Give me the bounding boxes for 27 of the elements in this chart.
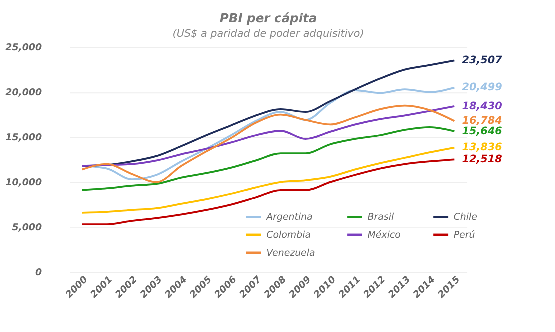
y-tick-label: 0 [35, 268, 42, 279]
data-label: 18,430 [462, 100, 502, 112]
y-tick-label: 5,000 [12, 222, 42, 234]
line-series [81, 146, 456, 214]
legend-label: Colombia [266, 230, 312, 241]
data-label: 12,518 [462, 153, 502, 166]
line-series [81, 126, 456, 192]
line-series [81, 105, 456, 168]
y-tick-label: 20,000 [6, 88, 43, 99]
legend-label: Venezuela [266, 248, 316, 259]
y-tick-label: 10,000 [6, 178, 43, 189]
data-label: 20,499 [462, 82, 502, 94]
legend-label: Chile [454, 212, 478, 224]
y-tick-label: 25,000 [6, 42, 43, 54]
legend-label: Argentina [266, 212, 314, 224]
data-label: 15,646 [462, 125, 502, 138]
data-label: 16,784 [462, 115, 502, 128]
data-label: 23,507 [462, 54, 504, 67]
chart-title: PBI per cápita [220, 12, 318, 26]
data-label: 13,836 [462, 142, 502, 154]
legend-label: Perú [454, 230, 476, 241]
legend-label: México [368, 230, 402, 241]
y-tick-label: 15,000 [6, 132, 43, 144]
chart-subtitle: (US$ a paridad de poder adquisitivo) [172, 28, 364, 40]
legend-label: Brasil [368, 212, 394, 224]
line-series [81, 104, 456, 184]
line-series [81, 158, 456, 226]
